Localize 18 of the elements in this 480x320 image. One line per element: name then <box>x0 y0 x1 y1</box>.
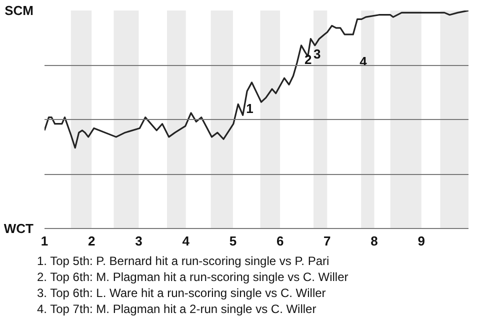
x-tick-label: 7 <box>324 234 331 248</box>
x-tick-label: 8 <box>370 234 378 248</box>
text: SCM <box>4 3 34 18</box>
x-tick-label: 4 <box>182 234 190 248</box>
x-tick-label: 9 <box>418 234 426 248</box>
x-tick-label: 5 <box>229 234 237 248</box>
annotation: 2 <box>304 52 312 68</box>
x-tick-label: 2 <box>88 234 96 248</box>
text: 2. Top 6th: M. Plagman hit a run-scoring single vs C. Willer <box>37 269 348 285</box>
text: 4. Top 7th: M. Plagman hit a 2-run single vs C. Willer <box>37 301 318 317</box>
text: 3. Top 6th: L. Ware hit a run-scoring single vs C. Willer <box>37 285 327 301</box>
text: 1. Top 5th: P. Bernard hit a run-scoring single vs P. Pari <box>37 253 330 269</box>
annotation: 3 <box>314 46 321 62</box>
x-tick-label: 6 <box>276 234 284 248</box>
annotation: 1 <box>246 101 254 116</box>
text: WCT <box>4 221 34 236</box>
x-tick-label: 3 <box>135 234 142 248</box>
x-tick-label: 1 <box>40 234 48 248</box>
